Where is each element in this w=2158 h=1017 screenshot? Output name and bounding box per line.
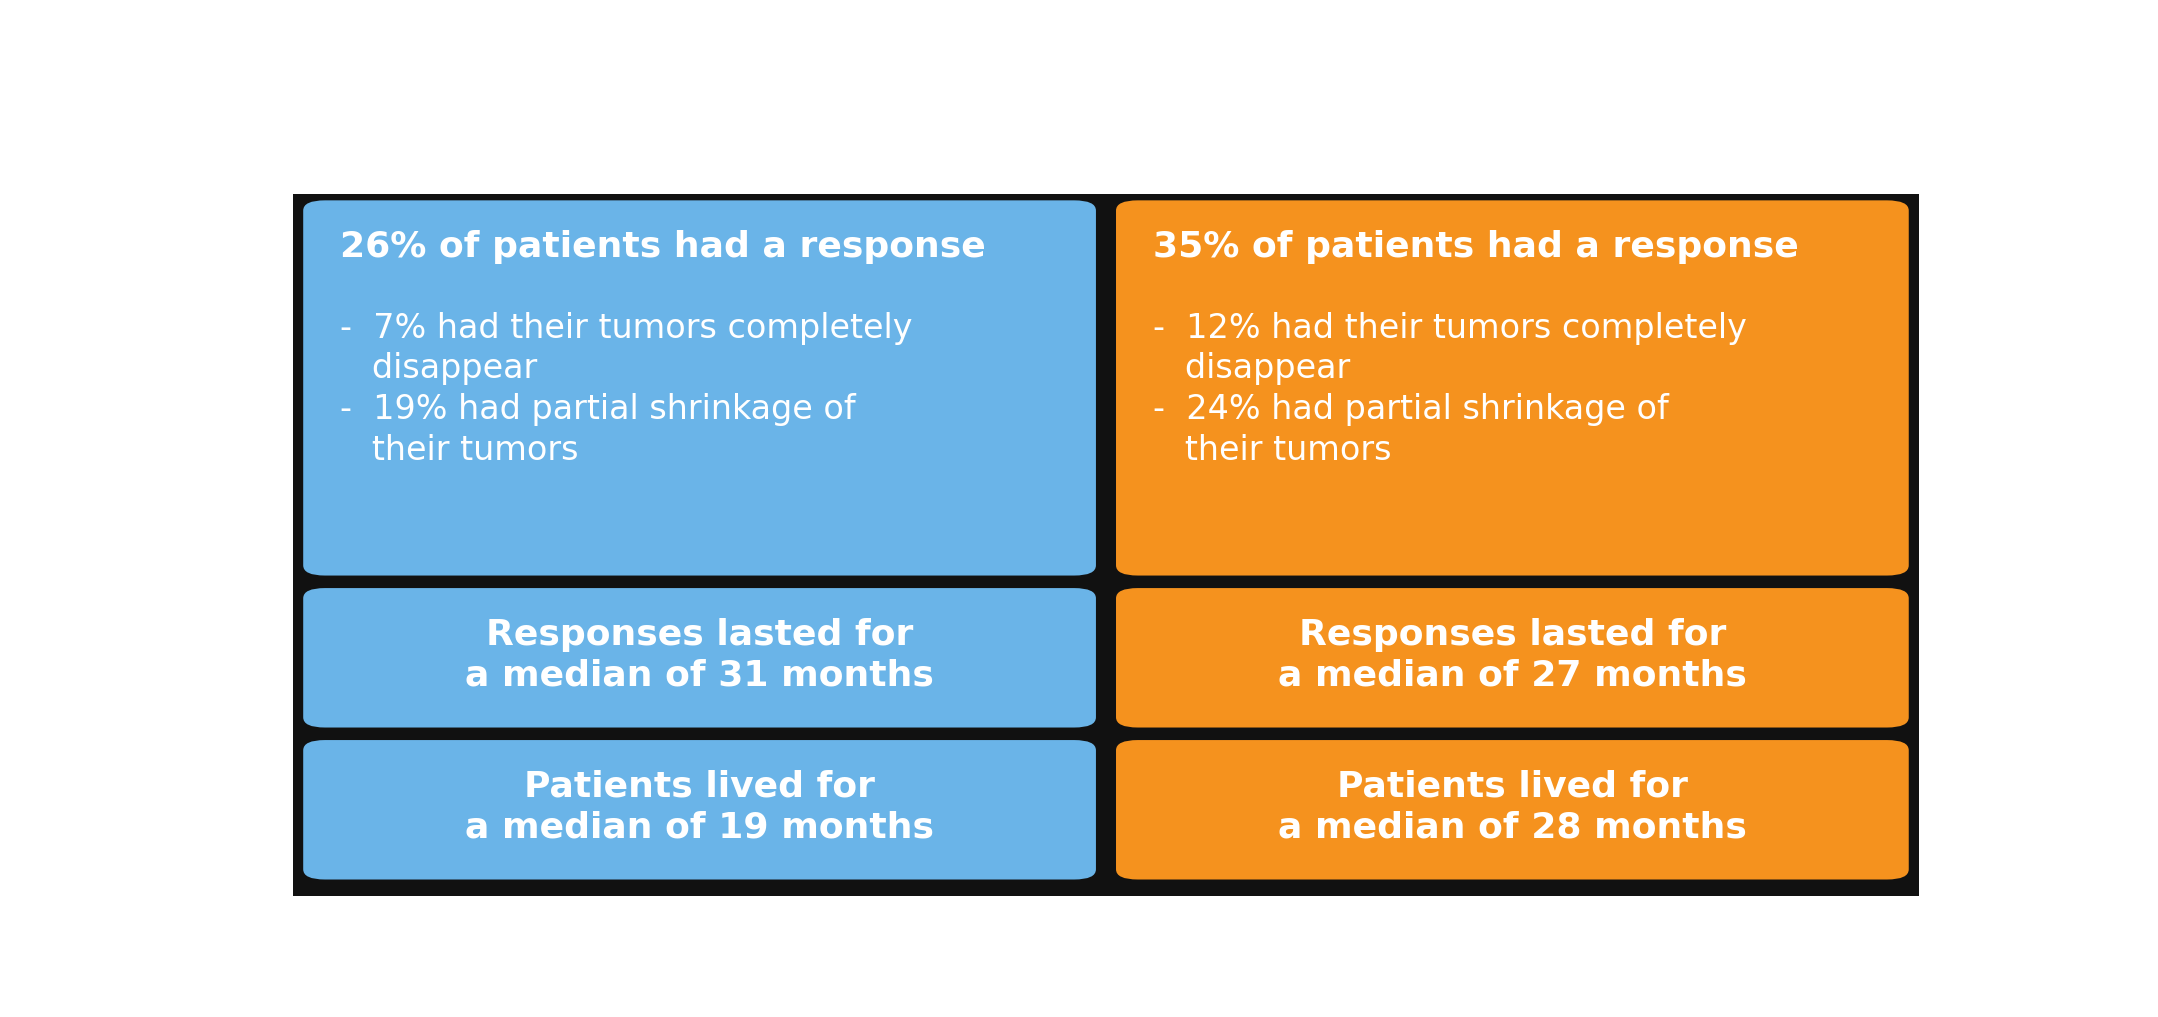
FancyBboxPatch shape [1116, 200, 1908, 576]
FancyBboxPatch shape [302, 200, 1096, 576]
FancyBboxPatch shape [1116, 740, 1908, 880]
Text: Responses lasted for: Responses lasted for [1299, 618, 1726, 652]
FancyBboxPatch shape [302, 740, 1096, 880]
FancyBboxPatch shape [293, 194, 1918, 896]
Text: their tumors: their tumors [341, 433, 578, 467]
Text: -  19% had partial shrinkage of: - 19% had partial shrinkage of [341, 393, 855, 426]
Text: 26% of patients had a response: 26% of patients had a response [341, 230, 986, 264]
Text: a median of 19 months: a median of 19 months [466, 811, 934, 844]
Text: a median of 27 months: a median of 27 months [1278, 659, 1746, 693]
Text: Patients lived for: Patients lived for [1336, 770, 1688, 803]
Text: disappear: disappear [341, 352, 537, 385]
Text: -  12% had their tumors completely: - 12% had their tumors completely [1152, 311, 1746, 345]
Text: Responses lasted for: Responses lasted for [486, 618, 913, 652]
Text: 35% of patients had a response: 35% of patients had a response [1152, 230, 1798, 264]
Text: a median of 28 months: a median of 28 months [1278, 811, 1746, 844]
FancyBboxPatch shape [302, 588, 1096, 727]
Text: -  24% had partial shrinkage of: - 24% had partial shrinkage of [1152, 393, 1668, 426]
Text: disappear: disappear [1152, 352, 1351, 385]
FancyBboxPatch shape [1116, 588, 1908, 727]
Text: -  7% had their tumors completely: - 7% had their tumors completely [341, 311, 913, 345]
Text: their tumors: their tumors [1152, 433, 1392, 467]
Text: Patients lived for: Patients lived for [524, 770, 876, 803]
Text: a median of 31 months: a median of 31 months [466, 659, 934, 693]
